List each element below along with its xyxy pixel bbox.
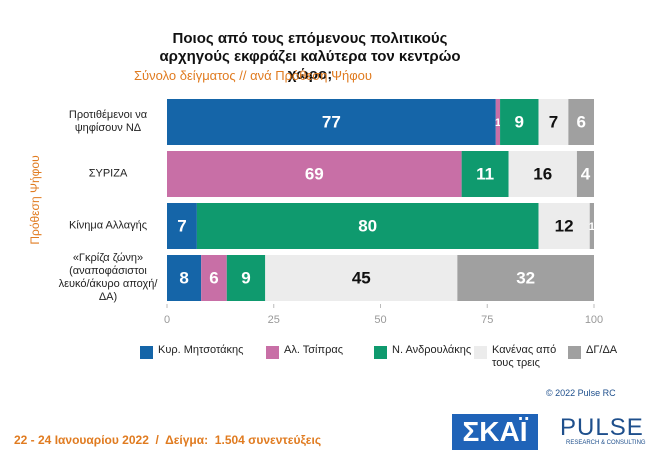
value-label: 77	[322, 112, 341, 131]
value-label: 9	[515, 112, 524, 131]
value-label: 69	[305, 164, 324, 183]
value-label: 32	[516, 268, 535, 287]
bar-segment	[457, 255, 594, 301]
value-label: 7	[177, 216, 186, 235]
bar-segment	[508, 151, 577, 197]
value-label: 8	[179, 268, 188, 287]
bar-segment	[589, 203, 594, 249]
footer: 22 - 24 Ιανουαρίου 2022 / Δείγμα: 1.504 …	[14, 433, 322, 447]
value-label: 45	[352, 268, 371, 287]
bar-segment	[265, 255, 458, 301]
bar-segment	[538, 99, 569, 145]
bar-segment	[226, 255, 266, 301]
legend-swatch	[140, 346, 153, 359]
value-label: 6	[209, 268, 218, 287]
category-label: Κίνημα Αλλαγής	[69, 219, 147, 232]
value-label: 16	[533, 164, 552, 183]
legend-swatch	[568, 346, 581, 359]
logo-skai: ΣΚΑΪ	[452, 414, 538, 450]
value-label: 4	[581, 164, 591, 183]
bar-segment	[538, 203, 590, 249]
legend-swatch	[474, 346, 487, 359]
legend-label: ΔΓ/ΔΑ	[586, 344, 618, 356]
bar-segment	[167, 255, 202, 301]
bar-segment	[495, 99, 501, 145]
legend-label: Αλ. Τσίπρας	[284, 344, 344, 356]
bar-segment	[196, 203, 539, 249]
value-label: 9	[241, 268, 250, 287]
bar-segment	[167, 99, 496, 145]
category-label: ΣΥΡΙΖΑ	[88, 167, 128, 180]
value-label: 80	[358, 216, 377, 235]
x-tick-label: 100	[585, 314, 603, 326]
value-label: 1	[589, 221, 595, 233]
logo-pulse: PULSE	[560, 414, 644, 441]
bar-segment	[201, 255, 227, 301]
category-label: Προτιθέμενοι να ψηφίσουν ΝΔ	[68, 109, 148, 134]
value-label: 12	[555, 216, 574, 235]
category-label: «Γκρίζα ζώνη» (αναποφάσιστοι λευκό/άκυρο…	[58, 252, 158, 303]
bar-segment	[576, 151, 594, 197]
value-label: 11	[476, 164, 494, 183]
y-axis-label: Πρόθεση Ψήφου	[28, 155, 42, 244]
value-label: 7	[549, 112, 558, 131]
bar-segment	[461, 151, 509, 197]
chart-title: Ποιος από τους επόμενους πολιτικούς αρχη…	[159, 30, 461, 83]
x-tick-label: 25	[268, 314, 280, 326]
value-label: 1	[495, 117, 501, 129]
bar-segment	[167, 151, 462, 197]
bar-segment	[500, 99, 539, 145]
copyright: © 2022 Pulse RC	[546, 388, 616, 398]
legend-label: Κανένας από τους τρεις	[492, 344, 557, 369]
bar-segment	[167, 203, 197, 249]
legend-label: Ν. Ανδρουλάκης	[392, 344, 472, 356]
x-tick-label: 50	[374, 314, 386, 326]
value-label: 6	[576, 112, 585, 131]
bar-segment	[568, 99, 594, 145]
chart-subtitle: Σύνολο δείγματος // ανά Πρόθεση Ψήφου	[134, 68, 372, 83]
legend-label: Κυρ. Μητσοτάκης	[158, 344, 244, 356]
legend-swatch	[266, 346, 279, 359]
x-tick-label: 75	[481, 314, 493, 326]
logo-pulse-sub: RESEARCH & CONSULTING	[566, 440, 646, 446]
x-tick-label: 0	[164, 314, 170, 326]
legend-swatch	[374, 346, 387, 359]
